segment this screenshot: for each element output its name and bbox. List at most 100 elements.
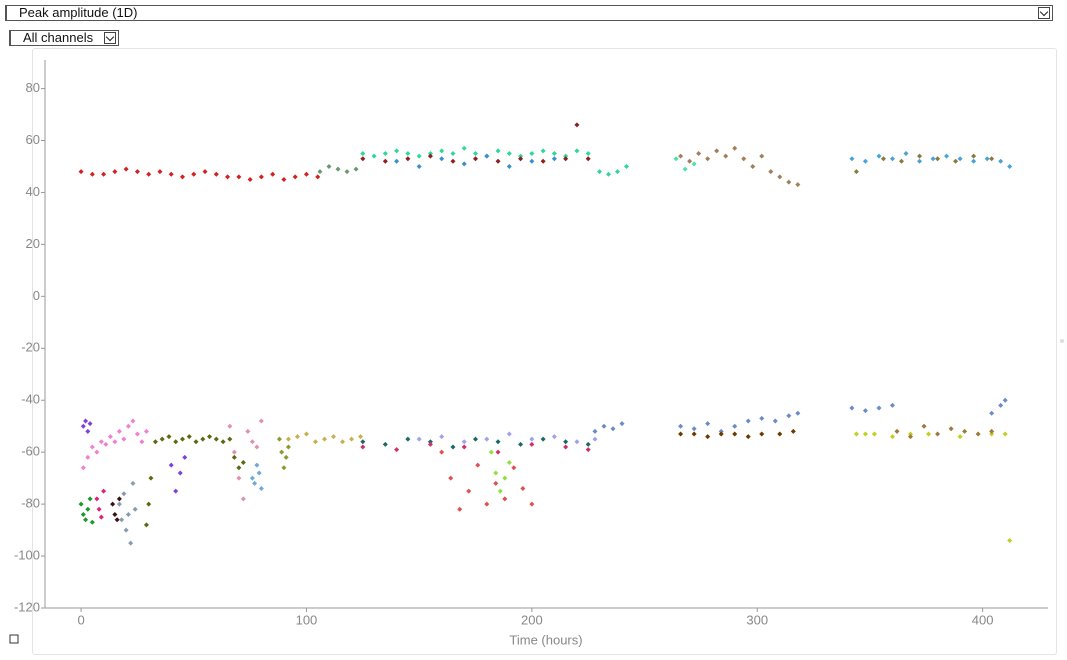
data-point	[186, 434, 192, 440]
data-point	[80, 512, 86, 518]
data-point	[1007, 537, 1013, 543]
data-point	[146, 501, 152, 507]
data-point	[574, 122, 580, 128]
data-point	[303, 431, 309, 437]
data-point	[128, 540, 134, 546]
data-point	[231, 454, 237, 460]
data-point	[213, 436, 219, 442]
data-point	[173, 488, 179, 494]
data-point	[790, 428, 796, 434]
data-point	[303, 171, 309, 177]
data-point	[484, 501, 490, 507]
data-point	[143, 428, 149, 434]
data-point	[529, 158, 535, 164]
data-point	[439, 434, 445, 440]
data-point	[585, 441, 591, 447]
data-point	[405, 150, 411, 156]
data-point	[114, 517, 120, 523]
data-point	[461, 439, 467, 445]
y-tick-label: -60	[21, 444, 40, 459]
data-point	[898, 158, 904, 164]
dropdown-arrow	[1038, 7, 1050, 19]
data-point	[225, 174, 231, 180]
data-point	[98, 514, 104, 520]
data-point	[624, 163, 630, 169]
data-point	[179, 174, 185, 180]
data-point	[551, 434, 557, 440]
data-point	[353, 166, 359, 172]
data-point	[563, 444, 569, 450]
data-point	[903, 150, 909, 156]
data-point	[989, 156, 995, 162]
data-point	[926, 431, 932, 437]
data-point	[312, 439, 318, 445]
data-point	[130, 480, 136, 486]
data-point	[405, 156, 411, 162]
data-point	[416, 163, 422, 169]
data-point	[279, 449, 285, 455]
data-point	[714, 148, 720, 154]
data-point	[461, 145, 467, 151]
data-point	[254, 462, 260, 468]
data-point	[317, 169, 323, 175]
measure-select[interactable]: Peak amplitude (1D)	[5, 5, 1053, 21]
data-point	[506, 163, 512, 169]
data-point	[944, 153, 950, 159]
data-point	[540, 436, 546, 442]
data-point	[894, 428, 900, 434]
data-point	[930, 156, 936, 162]
data-point	[200, 436, 206, 442]
data-point	[439, 156, 445, 162]
data-point	[254, 444, 260, 450]
data-point	[94, 449, 100, 455]
data-point	[121, 491, 127, 497]
data-point	[488, 449, 494, 455]
data-point	[473, 150, 479, 156]
data-point	[371, 153, 377, 159]
data-point	[85, 428, 91, 434]
data-point	[101, 171, 107, 177]
data-point	[96, 506, 102, 512]
data-point	[948, 426, 954, 432]
data-point	[853, 431, 859, 437]
data-point	[427, 153, 433, 159]
data-point	[1002, 397, 1008, 403]
data-point	[83, 517, 89, 523]
data-point	[475, 462, 481, 468]
data-point	[340, 439, 346, 445]
data-point	[984, 156, 990, 162]
data-point	[236, 174, 242, 180]
data-point	[148, 475, 154, 481]
data-point	[139, 439, 145, 445]
data-point	[132, 506, 138, 512]
x-tick-label: 400	[972, 612, 994, 627]
y-tick-label: -40	[21, 392, 40, 407]
data-point	[457, 506, 463, 512]
data-point	[876, 405, 882, 411]
data-point	[358, 434, 364, 440]
y-tick-label: 20	[26, 236, 40, 251]
data-point	[953, 158, 959, 164]
data-point	[227, 436, 233, 442]
data-point	[283, 454, 289, 460]
data-point	[315, 174, 321, 180]
data-point	[182, 454, 188, 460]
y-tick-label: 80	[26, 80, 40, 95]
data-point	[168, 171, 174, 177]
data-point	[125, 512, 131, 518]
data-point	[759, 431, 765, 437]
data-point	[917, 158, 923, 164]
data-point	[249, 439, 255, 445]
data-point	[506, 431, 512, 437]
data-point	[130, 418, 136, 424]
data-point	[450, 444, 456, 450]
data-point	[157, 169, 163, 175]
data-point	[495, 439, 501, 445]
data-point	[427, 439, 433, 445]
data-point	[249, 475, 255, 481]
channel-select[interactable]: All channels	[9, 30, 119, 46]
data-point	[1007, 163, 1013, 169]
data-point	[349, 436, 355, 442]
data-point	[285, 436, 291, 442]
data-point	[989, 410, 995, 416]
